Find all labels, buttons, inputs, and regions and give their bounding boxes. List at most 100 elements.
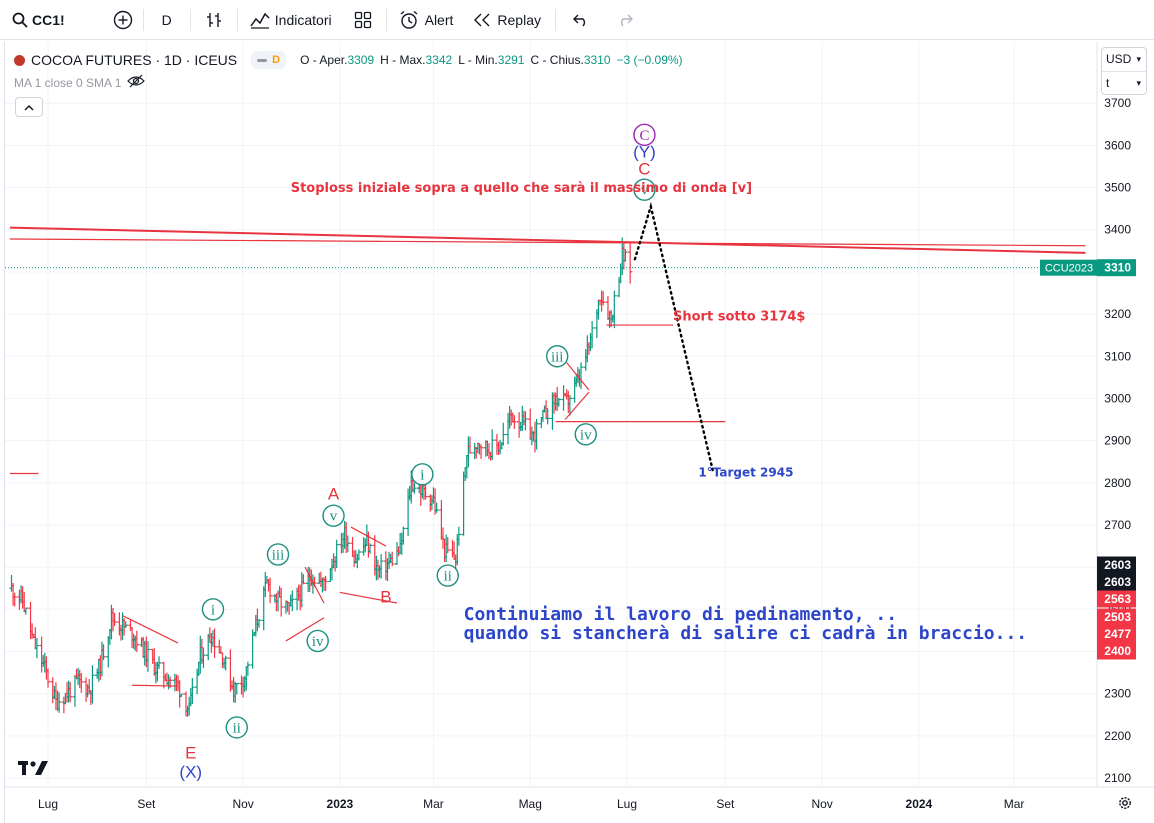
- ohlc-open-label: O - Aper.: [300, 53, 348, 67]
- collapse-legend-button[interactable]: [15, 97, 43, 117]
- wave-label-circle: [633, 123, 656, 147]
- price-scale-label: [1097, 259, 1136, 277]
- price-scale-label-text: 2603: [1104, 575, 1131, 589]
- unit-value[interactable]: t ▾: [1102, 71, 1146, 95]
- symbol-title: COCOA FUTURES · 1D · ICEUS: [31, 52, 238, 68]
- wave-label-circle: [574, 423, 597, 446]
- price-tick-label: 3000: [1104, 391, 1131, 405]
- ohlc-low-label: L - Min.: [458, 53, 498, 67]
- replay-label: Replay: [497, 11, 541, 28]
- wave-label[interactable]: v: [330, 509, 338, 525]
- wave-label[interactable]: iii: [272, 547, 285, 563]
- triangle-trendline[interactable]: [132, 684, 179, 687]
- wave-label[interactable]: C: [639, 128, 649, 144]
- chevron-up-icon: [24, 98, 34, 116]
- indicators-icon: [250, 11, 270, 29]
- toolbar-divider: [189, 8, 191, 31]
- ohlc-close-label: C - Chius.: [530, 53, 584, 67]
- bar-style-button[interactable]: [191, 0, 237, 40]
- resistance-line[interactable]: [9, 238, 1086, 247]
- projection-path[interactable]: [633, 201, 714, 472]
- price-tick-label: 2800: [1104, 476, 1131, 490]
- text-annotation[interactable]: Continuiamo il lavoro di pedinamento, ..: [464, 604, 897, 625]
- indicators-button[interactable]: Indicatori: [238, 0, 340, 40]
- scale-settings-button[interactable]: [1117, 795, 1133, 816]
- text-annotation[interactable]: Stoploss iniziale sopra a quello che sar…: [291, 181, 752, 196]
- wave-label[interactable]: ii: [233, 720, 241, 736]
- triangle-trendline[interactable]: [285, 617, 325, 642]
- price-scale-label: [1097, 573, 1136, 591]
- add-symbol-button[interactable]: [75, 0, 143, 40]
- text-annotation[interactable]: quando si stancherà di salire ci cadrà i…: [464, 623, 1028, 644]
- wave-label[interactable]: i: [211, 602, 215, 618]
- delay-badge[interactable]: D: [251, 51, 287, 69]
- price-tick-label: 2900: [1104, 434, 1131, 448]
- wave-label[interactable]: C: [638, 160, 650, 179]
- wave-label-circle: [322, 504, 345, 527]
- alert-button[interactable]: Alert: [387, 0, 464, 40]
- symbol-search[interactable]: CC1!: [0, 0, 75, 40]
- price-tick-label: 3200: [1104, 307, 1131, 321]
- symbol-legend: COCOA FUTURES · 1D · ICEUS D O - Aper.33…: [14, 50, 689, 70]
- price-chart[interactable]: 2100220023002400250026002700280029003000…: [0, 42, 1154, 823]
- triangle-trendline[interactable]: [564, 391, 590, 420]
- price-scale-label: [1097, 642, 1136, 660]
- toolbar-divider: [236, 8, 238, 31]
- wave-label-circle: [633, 178, 656, 201]
- ohlc-high-value: 3342: [425, 53, 453, 67]
- price-axis[interactable]: [1097, 42, 1154, 823]
- top-toolbar: CC1! D Indicatori Alert Repl: [0, 0, 1154, 40]
- price-scale-label-text: 2503: [1104, 610, 1131, 624]
- currency-value[interactable]: USD ▾: [1102, 48, 1146, 71]
- replay-button[interactable]: Replay: [463, 0, 555, 40]
- wave-label[interactable]: B: [380, 588, 391, 607]
- redo-icon: [616, 13, 634, 27]
- wave-label[interactable]: iii: [551, 349, 564, 365]
- wave-label[interactable]: iv: [312, 634, 324, 650]
- ma-label: MA 1 close 0 SMA 1: [14, 75, 122, 90]
- templates-button[interactable]: [340, 0, 386, 40]
- toolbar-divider: [385, 8, 387, 31]
- currency-selector[interactable]: USD ▾ t ▾: [1101, 47, 1147, 95]
- wave-label[interactable]: v: [641, 183, 649, 199]
- triangle-trendline[interactable]: [304, 566, 325, 604]
- time-tick-label: Lug: [38, 797, 58, 811]
- wave-label[interactable]: A: [328, 484, 340, 503]
- wave-label[interactable]: ii: [444, 569, 452, 585]
- symbol-label: CC1!: [32, 11, 65, 28]
- wave-label[interactable]: (Y): [633, 143, 656, 162]
- price-tick-label: 2200: [1104, 729, 1131, 743]
- wave-label[interactable]: (X): [179, 763, 202, 782]
- wave-label[interactable]: iv: [580, 427, 592, 443]
- interval-button[interactable]: D: [144, 0, 190, 40]
- text-annotation[interactable]: Short sotto 3174$: [673, 309, 805, 324]
- hide-eye-icon[interactable]: [127, 74, 146, 91]
- ohlc-high-label: H - Max.: [380, 53, 426, 67]
- triangle-trendline[interactable]: [122, 615, 179, 644]
- price-scale-label-text: 2603: [1104, 558, 1131, 572]
- price-scale-label-text: 2477: [1104, 627, 1131, 641]
- price-tick-label: 3500: [1104, 181, 1131, 195]
- ohlc-open: O - Aper.3309: [300, 53, 374, 67]
- undo-button[interactable]: [556, 0, 604, 40]
- triangle-trendline[interactable]: [339, 591, 398, 604]
- ohlc-low: L - Min.3291: [458, 53, 524, 67]
- price-tick-label: 2100: [1104, 771, 1131, 785]
- chevron-down-icon: ▾: [1136, 78, 1141, 88]
- redo-button[interactable]: [604, 0, 646, 40]
- delay-tag: D: [272, 54, 281, 66]
- alert-icon: [399, 10, 419, 30]
- wave-label[interactable]: E: [185, 744, 196, 763]
- triangle-trendline[interactable]: [566, 362, 590, 391]
- tradingview-logo[interactable]: [18, 760, 48, 781]
- wave-label[interactable]: i: [420, 467, 424, 483]
- price-tick-label: 2300: [1104, 687, 1131, 701]
- ohlc-close-value: 3310: [583, 53, 611, 67]
- triangle-trendline[interactable]: [350, 526, 387, 547]
- text-annotation[interactable]: 1°Target 2945: [698, 465, 793, 479]
- indicators-label: Indicatori: [274, 11, 332, 28]
- wave-label-circle: [306, 629, 329, 653]
- resistance-line[interactable]: [9, 226, 1086, 254]
- ohlc-open-value: 3309: [347, 53, 375, 67]
- time-tick-label: Mar: [1004, 797, 1025, 811]
